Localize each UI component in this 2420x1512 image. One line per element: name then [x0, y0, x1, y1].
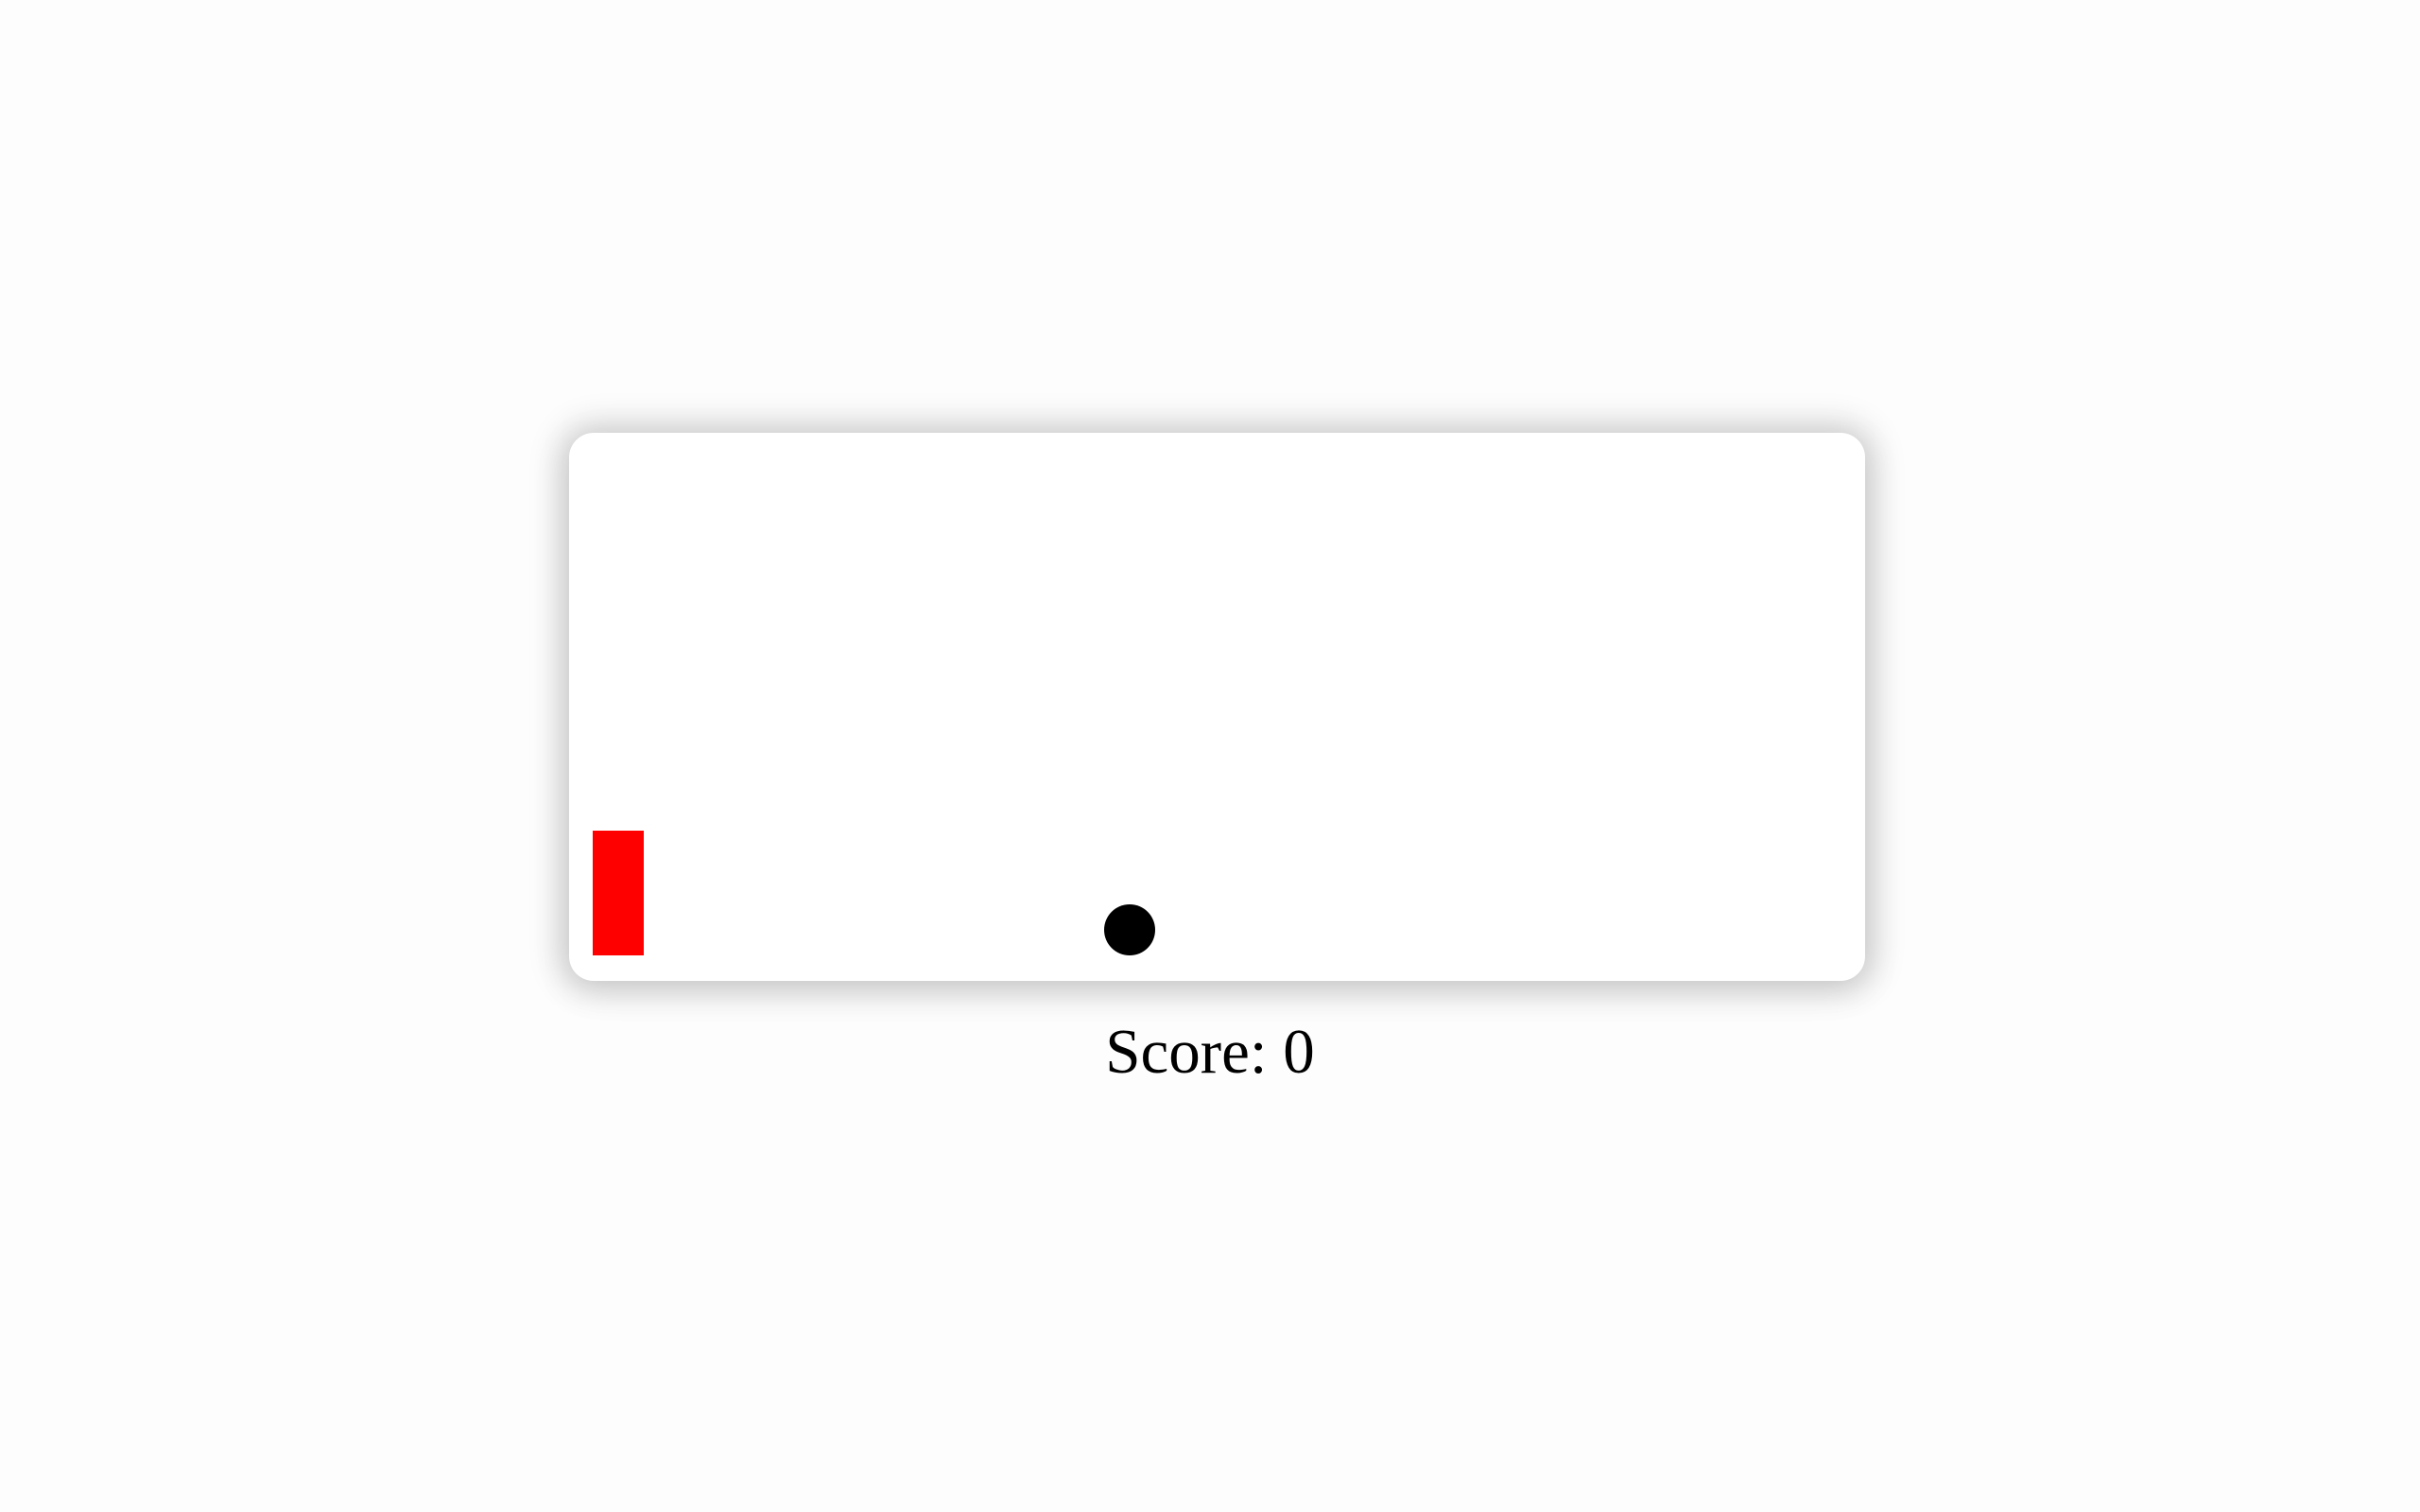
ball-icon	[1104, 904, 1155, 955]
player-block	[593, 831, 644, 955]
game-board[interactable]	[569, 433, 1865, 981]
score-display: Score: 0	[1105, 1017, 1315, 1087]
